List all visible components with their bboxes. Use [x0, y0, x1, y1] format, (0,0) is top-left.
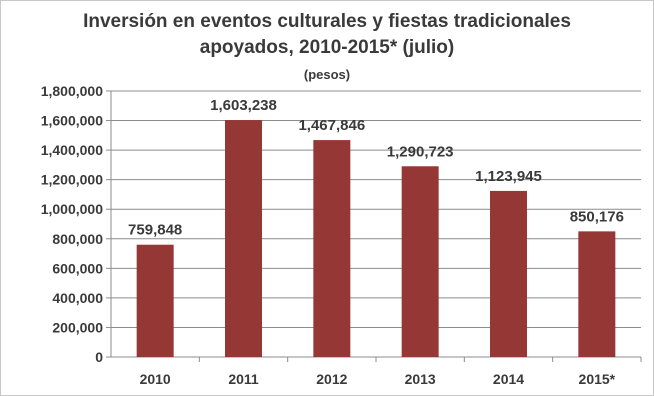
data-label: 1,467,846	[298, 117, 365, 134]
bar	[490, 190, 527, 357]
y-tick-label: 1,200,000	[41, 172, 103, 188]
x-tick-label: 2011	[228, 371, 259, 387]
bar	[578, 231, 616, 357]
data-label: 1,603,238	[210, 97, 277, 114]
y-tick-label: 1,400,000	[41, 142, 103, 158]
y-tick-label: 600,000	[52, 260, 103, 276]
bar	[225, 120, 262, 357]
x-tick-label: 2012	[316, 371, 347, 387]
y-tick-label: 800,000	[52, 231, 103, 247]
y-tick-label: 1,800,000	[41, 83, 103, 99]
data-label: 850,176	[570, 208, 624, 225]
bar	[136, 244, 174, 357]
data-label: 759,848	[128, 222, 182, 239]
x-tick-label: 2013	[405, 371, 436, 387]
x-tick-label: 2015*	[579, 371, 616, 387]
y-tick-label: 1,600,000	[41, 113, 103, 129]
y-tick-label: 200,000	[52, 319, 103, 335]
data-label: 1,290,723	[387, 143, 454, 160]
x-tick-label: 2014	[493, 371, 524, 387]
x-tick-label: 2010	[140, 371, 171, 387]
chart-title-line-2: apoyados, 2010-2015* (julio)	[199, 37, 455, 58]
y-tick-label: 400,000	[52, 290, 103, 306]
bar	[313, 140, 351, 357]
chart-subtitle: (pesos)	[303, 67, 351, 82]
chart-title-line-1: Inversión en eventos culturales y fiesta…	[83, 11, 571, 32]
y-tick-label: 1,000,000	[41, 201, 103, 217]
bar	[401, 166, 439, 357]
data-label: 1,123,945	[475, 168, 542, 185]
y-tick-label: 0	[95, 349, 103, 365]
